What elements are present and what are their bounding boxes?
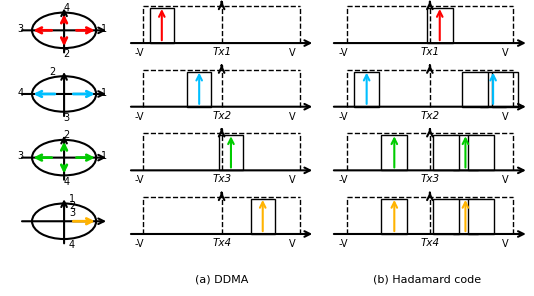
- FancyBboxPatch shape: [492, 72, 518, 107]
- Text: 3: 3: [18, 24, 24, 34]
- Text: V: V: [289, 239, 296, 249]
- FancyBboxPatch shape: [453, 199, 478, 234]
- Text: -V: -V: [338, 239, 348, 249]
- FancyBboxPatch shape: [354, 72, 380, 107]
- Text: Tx3: Tx3: [420, 174, 439, 184]
- Text: V: V: [501, 239, 508, 249]
- FancyBboxPatch shape: [480, 72, 506, 107]
- Text: -V: -V: [135, 112, 144, 122]
- Text: 2: 2: [64, 131, 70, 140]
- Text: Tx1: Tx1: [420, 47, 439, 57]
- FancyBboxPatch shape: [468, 135, 494, 170]
- Text: Tx1: Tx1: [212, 47, 231, 57]
- FancyBboxPatch shape: [468, 199, 494, 234]
- Text: Tx2: Tx2: [420, 111, 439, 121]
- Text: V: V: [501, 112, 508, 122]
- Text: (a) DDMA: (a) DDMA: [195, 274, 248, 284]
- Text: 1: 1: [101, 151, 107, 161]
- FancyBboxPatch shape: [453, 135, 478, 170]
- FancyBboxPatch shape: [250, 199, 275, 234]
- Text: 4: 4: [64, 177, 70, 186]
- Text: Tx2: Tx2: [212, 111, 231, 121]
- Text: Tx4: Tx4: [212, 238, 231, 248]
- Text: V: V: [501, 48, 508, 58]
- Text: 1: 1: [101, 88, 107, 98]
- FancyBboxPatch shape: [150, 8, 174, 43]
- Text: 2: 2: [64, 49, 70, 59]
- Text: -V: -V: [135, 176, 144, 185]
- Text: -V: -V: [338, 48, 348, 58]
- FancyBboxPatch shape: [462, 72, 488, 107]
- Text: V: V: [501, 176, 508, 185]
- Text: -V: -V: [135, 239, 144, 249]
- FancyBboxPatch shape: [219, 135, 243, 170]
- Text: 3: 3: [18, 151, 24, 161]
- Text: -V: -V: [135, 48, 144, 58]
- Text: 4: 4: [64, 3, 70, 13]
- Text: -V: -V: [338, 176, 348, 185]
- Text: 2: 2: [69, 201, 75, 211]
- Text: V: V: [289, 112, 296, 122]
- Text: Tx3: Tx3: [212, 174, 231, 184]
- Text: V: V: [289, 48, 296, 58]
- Text: 3: 3: [64, 113, 70, 123]
- Text: V: V: [289, 176, 296, 185]
- Text: (b) Hadamard code: (b) Hadamard code: [373, 274, 481, 284]
- FancyBboxPatch shape: [427, 8, 453, 43]
- FancyBboxPatch shape: [433, 135, 459, 170]
- Text: 4: 4: [69, 240, 75, 250]
- Text: 1: 1: [69, 194, 75, 204]
- Text: 3: 3: [69, 208, 75, 218]
- FancyBboxPatch shape: [187, 72, 211, 107]
- FancyBboxPatch shape: [381, 199, 407, 234]
- Text: Tx4: Tx4: [420, 238, 439, 248]
- Text: -V: -V: [338, 112, 348, 122]
- FancyBboxPatch shape: [433, 199, 459, 234]
- Text: 4: 4: [18, 88, 24, 98]
- Text: 2: 2: [50, 67, 56, 77]
- FancyBboxPatch shape: [381, 135, 407, 170]
- Text: 1: 1: [101, 24, 107, 34]
